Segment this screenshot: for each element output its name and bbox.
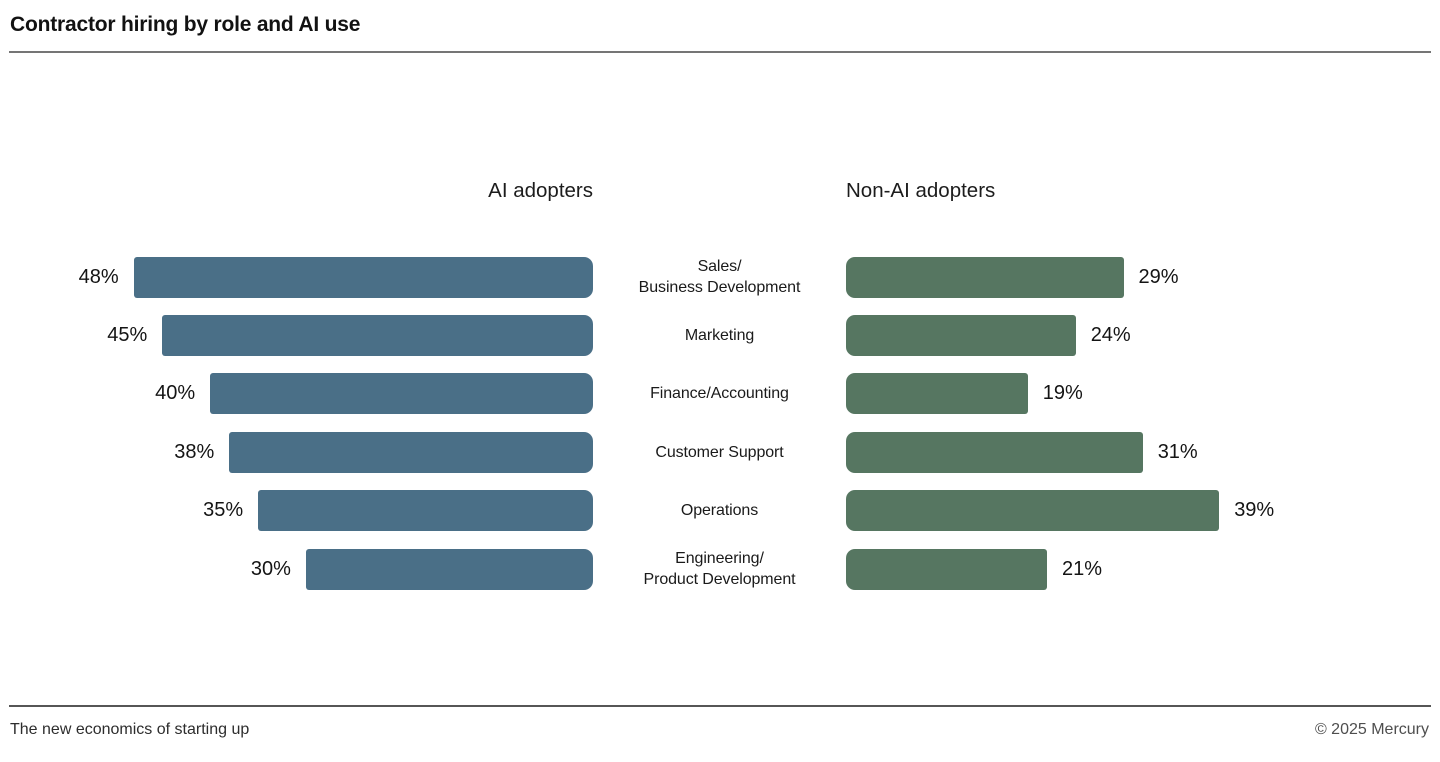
non-ai-adopters-cell: 24%	[846, 315, 1440, 357]
series-header-ai-adopters: AI adopters	[488, 179, 593, 202]
category-label: Customer Support	[655, 443, 784, 461]
page-title: Contractor hiring by role and AI use	[10, 13, 361, 36]
footer-divider	[9, 705, 1431, 707]
non-ai-adopters-cell: 39%	[846, 490, 1440, 532]
ai-adopters-cell: 48%	[0, 256, 593, 298]
ai-adopters-value-label: 35%	[203, 499, 244, 522]
non-ai-adopters-bar	[846, 256, 1124, 298]
non-ai-adopters-value-label: 19%	[1042, 382, 1083, 405]
ai-adopters-cell: 45%	[0, 315, 593, 357]
title-divider	[9, 51, 1431, 53]
ai-adopters-cell: 35%	[0, 490, 593, 532]
footer-copyright: © 2025 Mercury	[1314, 721, 1429, 738]
category-label: Sales/Business Development	[638, 258, 801, 297]
non-ai-adopters-bar	[846, 548, 1047, 590]
non-ai-adopters-cell: 21%	[846, 548, 1440, 590]
non-ai-adopters-value-label: 21%	[1062, 557, 1103, 580]
non-ai-adopters-cell: 19%	[846, 373, 1440, 415]
ai-adopters-value-label: 48%	[78, 265, 119, 288]
ai-adopters-cell: 40%	[0, 373, 593, 415]
ai-adopters-cell: 30%	[0, 548, 593, 590]
non-ai-adopters-cell: 31%	[846, 431, 1440, 473]
category-label: Marketing	[684, 327, 755, 345]
chart-row: 48% Sales/Business Development 29%	[0, 248, 1440, 306]
category-label: Engineering/Product Development	[643, 550, 796, 589]
ai-adopters-value-label: 40%	[155, 382, 196, 405]
category-label: Finance/Accounting	[650, 385, 789, 403]
ai-adopters-value-label: 38%	[174, 440, 215, 463]
non-ai-adopters-cell: 29%	[846, 256, 1440, 298]
series-header-non-ai-adopters: Non-AI adopters	[846, 179, 996, 202]
ai-adopters-value-label: 30%	[250, 557, 291, 580]
ai-adopters-bar	[229, 431, 593, 473]
footer-caption: The new economics of starting up	[10, 721, 250, 738]
chart-row: 38% Customer Support 31%	[0, 423, 1440, 481]
non-ai-adopters-bar	[846, 315, 1076, 357]
non-ai-adopters-value-label: 39%	[1234, 499, 1275, 522]
ai-adopters-value-label: 45%	[107, 324, 148, 347]
non-ai-adopters-value-label: 29%	[1138, 265, 1179, 288]
ai-adopters-bar	[162, 315, 593, 357]
chart-row: 30% Engineering/Product Development 21%	[0, 540, 1440, 598]
non-ai-adopters-bar	[846, 490, 1220, 532]
ai-adopters-bar	[133, 256, 593, 298]
diverging-bar-chart: 48% Sales/Business Development 29% 45% Marke…	[0, 248, 1440, 598]
ai-adopters-bar	[305, 548, 593, 590]
category-label: Operations	[680, 502, 759, 520]
chart-row: 35% Operations 39%	[0, 482, 1440, 540]
chart-row: 45% Marketing 24%	[0, 306, 1440, 364]
non-ai-adopters-bar	[846, 373, 1028, 415]
non-ai-adopters-bar	[846, 431, 1143, 473]
non-ai-adopters-value-label: 31%	[1157, 440, 1198, 463]
series-headers: AI adopters Non-AI adopters	[0, 179, 1440, 205]
chart-row: 40% Finance/Accounting 19%	[0, 365, 1440, 423]
non-ai-adopters-value-label: 24%	[1090, 324, 1131, 347]
ai-adopters-bar	[258, 490, 593, 532]
ai-adopters-bar	[210, 373, 593, 415]
ai-adopters-cell: 38%	[0, 431, 593, 473]
